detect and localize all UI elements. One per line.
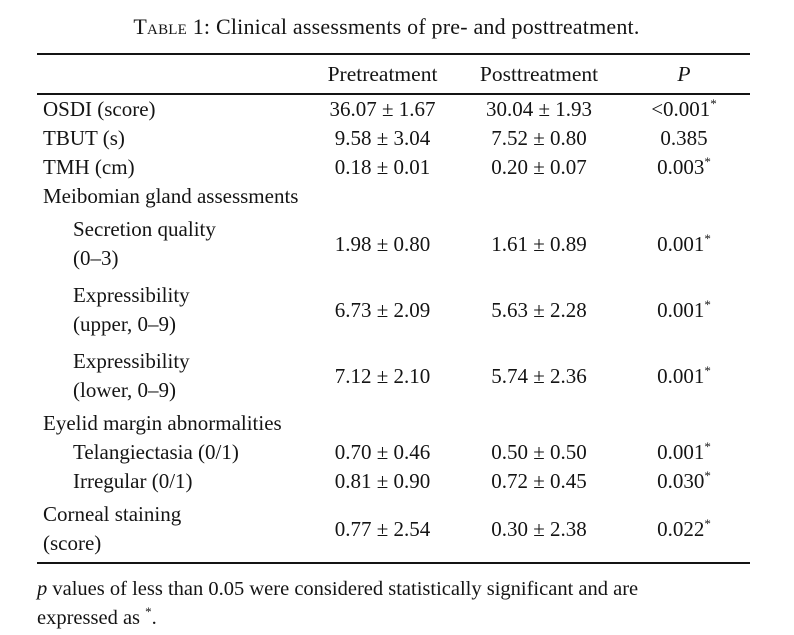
row-label: Secretion quality (0–3) [73,217,216,270]
table-caption-label: Table [133,14,188,39]
table-section-row-meibomian: Meibomian gland assessments [37,182,750,211]
pretreatment-value: 0.81 ± 0.90 [334,469,431,493]
table-row-expressibility-upper: Expressibility (upper, 0–9) 6.73 ± 2.09 … [37,277,750,343]
posttreatment-value: 5.63 ± 2.28 [491,297,587,322]
p-value: 0.001* [618,230,750,259]
pretreatment-value: 1.98 ± 0.80 [334,231,431,256]
row-label: Expressibility (upper, 0–9) [73,283,190,336]
header-pretreatment: Pretreatment [327,61,438,86]
pretreatment-value: 6.73 ± 2.09 [334,297,431,322]
footnote-asterisk: * [145,604,152,620]
p-value: 0.030* [618,467,750,496]
posttreatment-value: 0.72 ± 0.45 [491,469,587,493]
table-row-telangiectasia: Telangiectasia (0/1) 0.70 ± 0.46 0.50 ± … [37,438,750,467]
table-caption: Table 1: Clinical assessments of pre- an… [30,13,743,41]
p-value: 0.001* [618,362,750,391]
p-value: 0.001* [618,296,750,325]
significance-asterisk: * [704,515,711,531]
pretreatment-value: 0.77 ± 2.54 [334,516,431,541]
table-footnote: p values of less than 0.05 were consider… [37,575,753,633]
clinical-assessments-table: Pretreatment Posttreatment P OSDI (score… [37,53,750,564]
table-row-osdi: OSDI (score) 36.07 ± 1.67 30.04 ± 1.93 <… [37,95,750,124]
p-value: <0.001* [618,95,750,124]
section-label: Meibomian gland assessments [43,184,299,208]
significance-asterisk: * [704,154,711,169]
p-value-text: 0.001 [657,363,705,388]
significance-asterisk: * [704,296,711,312]
header-p: P [677,61,691,86]
p-value-text: 0.385 [660,126,708,150]
table-header-row: Pretreatment Posttreatment P [37,55,750,95]
table-row-corneal-staining: Corneal staining (score) 0.77 ± 2.54 0.3… [37,496,750,562]
p-value-text: 0.022 [657,516,705,541]
table-row-secretion-quality: Secretion quality (0–3) 1.98 ± 0.80 1.61… [37,211,750,277]
posttreatment-value: 0.20 ± 0.07 [491,155,587,179]
footnote-period: . [151,607,157,629]
footnote-p-symbol: p [37,578,48,600]
row-label: Expressibility (lower, 0–9) [73,349,190,402]
posttreatment-value: 30.04 ± 1.93 [485,97,593,121]
pretreatment-value: 36.07 ± 1.67 [329,97,436,121]
row-label: Corneal staining (score) [43,502,182,555]
p-value: 0.001* [618,438,750,467]
significance-asterisk: * [704,439,711,454]
p-value-text: 0.003 [657,155,705,179]
table-row-expressibility-lower: Expressibility (lower, 0–9) 7.12 ± 2.10 … [37,343,750,409]
section-label: Eyelid margin abnormalities [43,411,282,435]
p-value: 0.385 [618,124,750,153]
significance-asterisk: * [704,362,711,378]
significance-asterisk: * [704,230,711,246]
row-label: TBUT (s) [43,126,125,150]
posttreatment-value: 1.61 ± 0.89 [491,231,587,256]
p-value: 0.022* [618,515,750,544]
table-row-tbut: TBUT (s) 9.58 ± 3.04 7.52 ± 0.80 0.385 [37,124,750,153]
pretreatment-value: 0.18 ± 0.01 [334,155,431,179]
pretreatment-value: 7.12 ± 2.10 [334,363,431,388]
row-label: Irregular (0/1) [73,469,193,493]
p-value-text: 0.001 [657,440,705,464]
pretreatment-value: 0.70 ± 0.46 [334,440,431,464]
posttreatment-value: 0.50 ± 0.50 [491,440,587,464]
footnote-text-line1: values of less than 0.05 were considered… [47,578,639,600]
table-section-row-eyelid: Eyelid margin abnormalities [37,409,750,438]
p-value-text: 0.001 [657,231,705,256]
posttreatment-value: 7.52 ± 0.80 [491,126,587,150]
header-posttreatment: Posttreatment [479,61,599,86]
p-value-text: 0.030 [657,469,705,493]
significance-asterisk: * [710,96,717,111]
table-row-tmh: TMH (cm) 0.18 ± 0.01 0.20 ± 0.07 0.003* [37,153,750,182]
posttreatment-value: 0.30 ± 2.38 [491,516,587,541]
footnote-text-line2: expressed as [37,607,146,629]
p-value-text: 0.001 [657,297,705,322]
table-caption-text: 1: Clinical assessments of pre- and post… [187,14,640,39]
posttreatment-value: 5.74 ± 2.36 [491,363,587,388]
p-value: 0.003* [618,153,750,182]
row-label: TMH (cm) [43,155,135,179]
table-row-irregular: Irregular (0/1) 0.81 ± 0.90 0.72 ± 0.45 … [37,467,750,496]
significance-asterisk: * [704,468,711,483]
p-value-text: <0.001 [651,97,711,121]
row-label: OSDI (score) [43,97,156,121]
row-label: Telangiectasia (0/1) [73,440,239,464]
pretreatment-value: 9.58 ± 3.04 [334,126,431,150]
